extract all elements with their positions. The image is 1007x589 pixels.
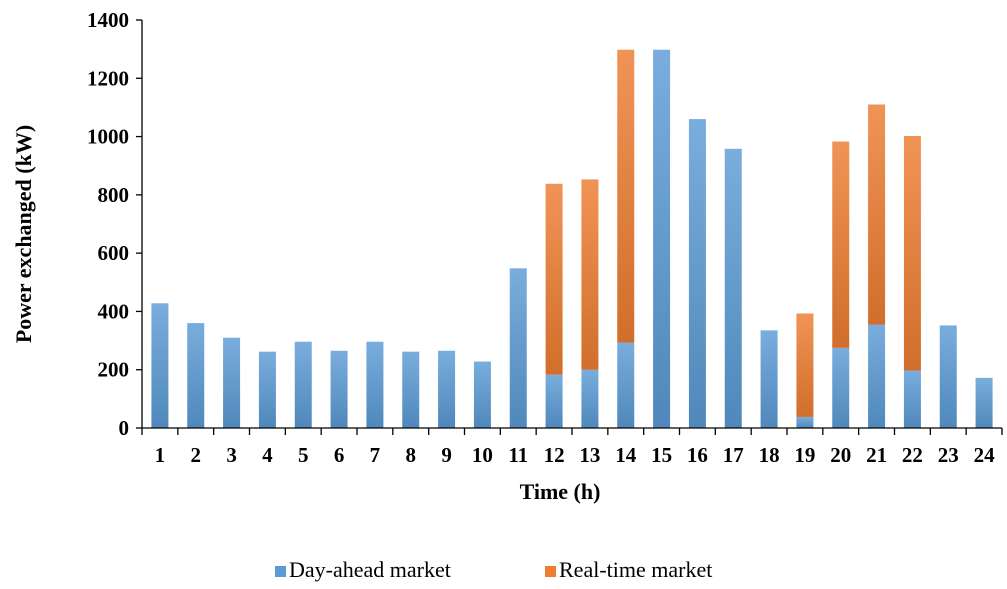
x-tick-label: 17 [723, 443, 744, 467]
bar-day-ahead-17 [724, 148, 742, 428]
bar-day-ahead-3 [223, 337, 241, 428]
x-tick-label: 11 [508, 443, 528, 467]
bar-day-ahead-7 [366, 341, 384, 428]
legend-label-real-time: Real-time market [559, 557, 712, 582]
bar-day-ahead-24 [975, 377, 993, 428]
bar-day-ahead-22 [903, 370, 921, 428]
legend-swatch-day-ahead [275, 566, 286, 577]
bar-day-ahead-19 [796, 416, 814, 428]
x-tick-label: 7 [370, 443, 381, 467]
bar-real-time-20 [832, 141, 850, 348]
y-tick-label: 800 [98, 183, 130, 207]
x-tick-label: 23 [938, 443, 959, 467]
y-tick-label: 1000 [87, 125, 129, 149]
x-tick-label: 24 [974, 443, 996, 467]
y-axis-title: Power exchanged (kW) [11, 125, 36, 343]
x-tick-label: 3 [226, 443, 237, 467]
bar-real-time-19 [796, 313, 814, 417]
x-tick-label: 5 [298, 443, 309, 467]
bar-real-time-21 [868, 104, 886, 325]
bar-day-ahead-4 [258, 351, 276, 428]
x-tick-label: 12 [544, 443, 565, 467]
y-tick-label: 1400 [87, 8, 129, 32]
x-tick-label: 22 [902, 443, 923, 467]
bar-real-time-13 [581, 179, 599, 370]
bar-day-ahead-21 [868, 324, 886, 428]
y-tick-label: 600 [98, 241, 130, 265]
bar-real-time-12 [545, 183, 563, 375]
x-tick-label: 18 [759, 443, 780, 467]
x-tick-label: 9 [441, 443, 452, 467]
bar-day-ahead-16 [688, 119, 706, 428]
bar-day-ahead-11 [509, 268, 527, 428]
y-tick-label: 400 [98, 299, 130, 323]
x-tick-label: 16 [687, 443, 708, 467]
bar-day-ahead-2 [187, 323, 205, 428]
bar-day-ahead-9 [438, 350, 456, 428]
y-tick-label: 0 [119, 416, 130, 440]
bar-day-ahead-10 [473, 361, 491, 428]
bar-real-time-22 [903, 135, 921, 371]
legend-label-day-ahead: Day-ahead market [289, 557, 451, 582]
bar-day-ahead-1 [151, 303, 169, 428]
x-tick-label: 8 [406, 443, 417, 467]
bar-day-ahead-18 [760, 330, 778, 428]
legend: Day-ahead market Real-time market [275, 557, 712, 582]
x-tick-label: 6 [334, 443, 345, 467]
bar-day-ahead-12 [545, 374, 563, 428]
x-axis-title: Time (h) [520, 479, 601, 504]
bar-day-ahead-6 [330, 350, 348, 428]
y-tick-label: 200 [98, 358, 130, 382]
bar-day-ahead-13 [581, 369, 599, 428]
bar-day-ahead-14 [617, 342, 635, 428]
y-tick-label: 1200 [87, 66, 129, 90]
bars-layer [151, 49, 993, 428]
x-tick-label: 13 [579, 443, 600, 467]
legend-swatch-real-time [545, 566, 556, 577]
bar-day-ahead-20 [832, 347, 850, 428]
x-tick-label: 4 [262, 443, 273, 467]
x-tick-label: 15 [651, 443, 672, 467]
bar-real-time-14 [617, 49, 635, 343]
x-tick-label: 2 [191, 443, 202, 467]
x-tick-label: 14 [615, 443, 637, 467]
x-tick-label: 20 [830, 443, 851, 467]
x-tick-label: 10 [472, 443, 493, 467]
bar-day-ahead-15 [653, 49, 671, 428]
x-tick-label: 19 [794, 443, 815, 467]
x-tick-label: 21 [866, 443, 887, 467]
bar-day-ahead-5 [294, 341, 312, 428]
bar-day-ahead-23 [939, 325, 957, 428]
x-tick-label: 1 [155, 443, 166, 467]
bar-day-ahead-8 [402, 351, 420, 428]
